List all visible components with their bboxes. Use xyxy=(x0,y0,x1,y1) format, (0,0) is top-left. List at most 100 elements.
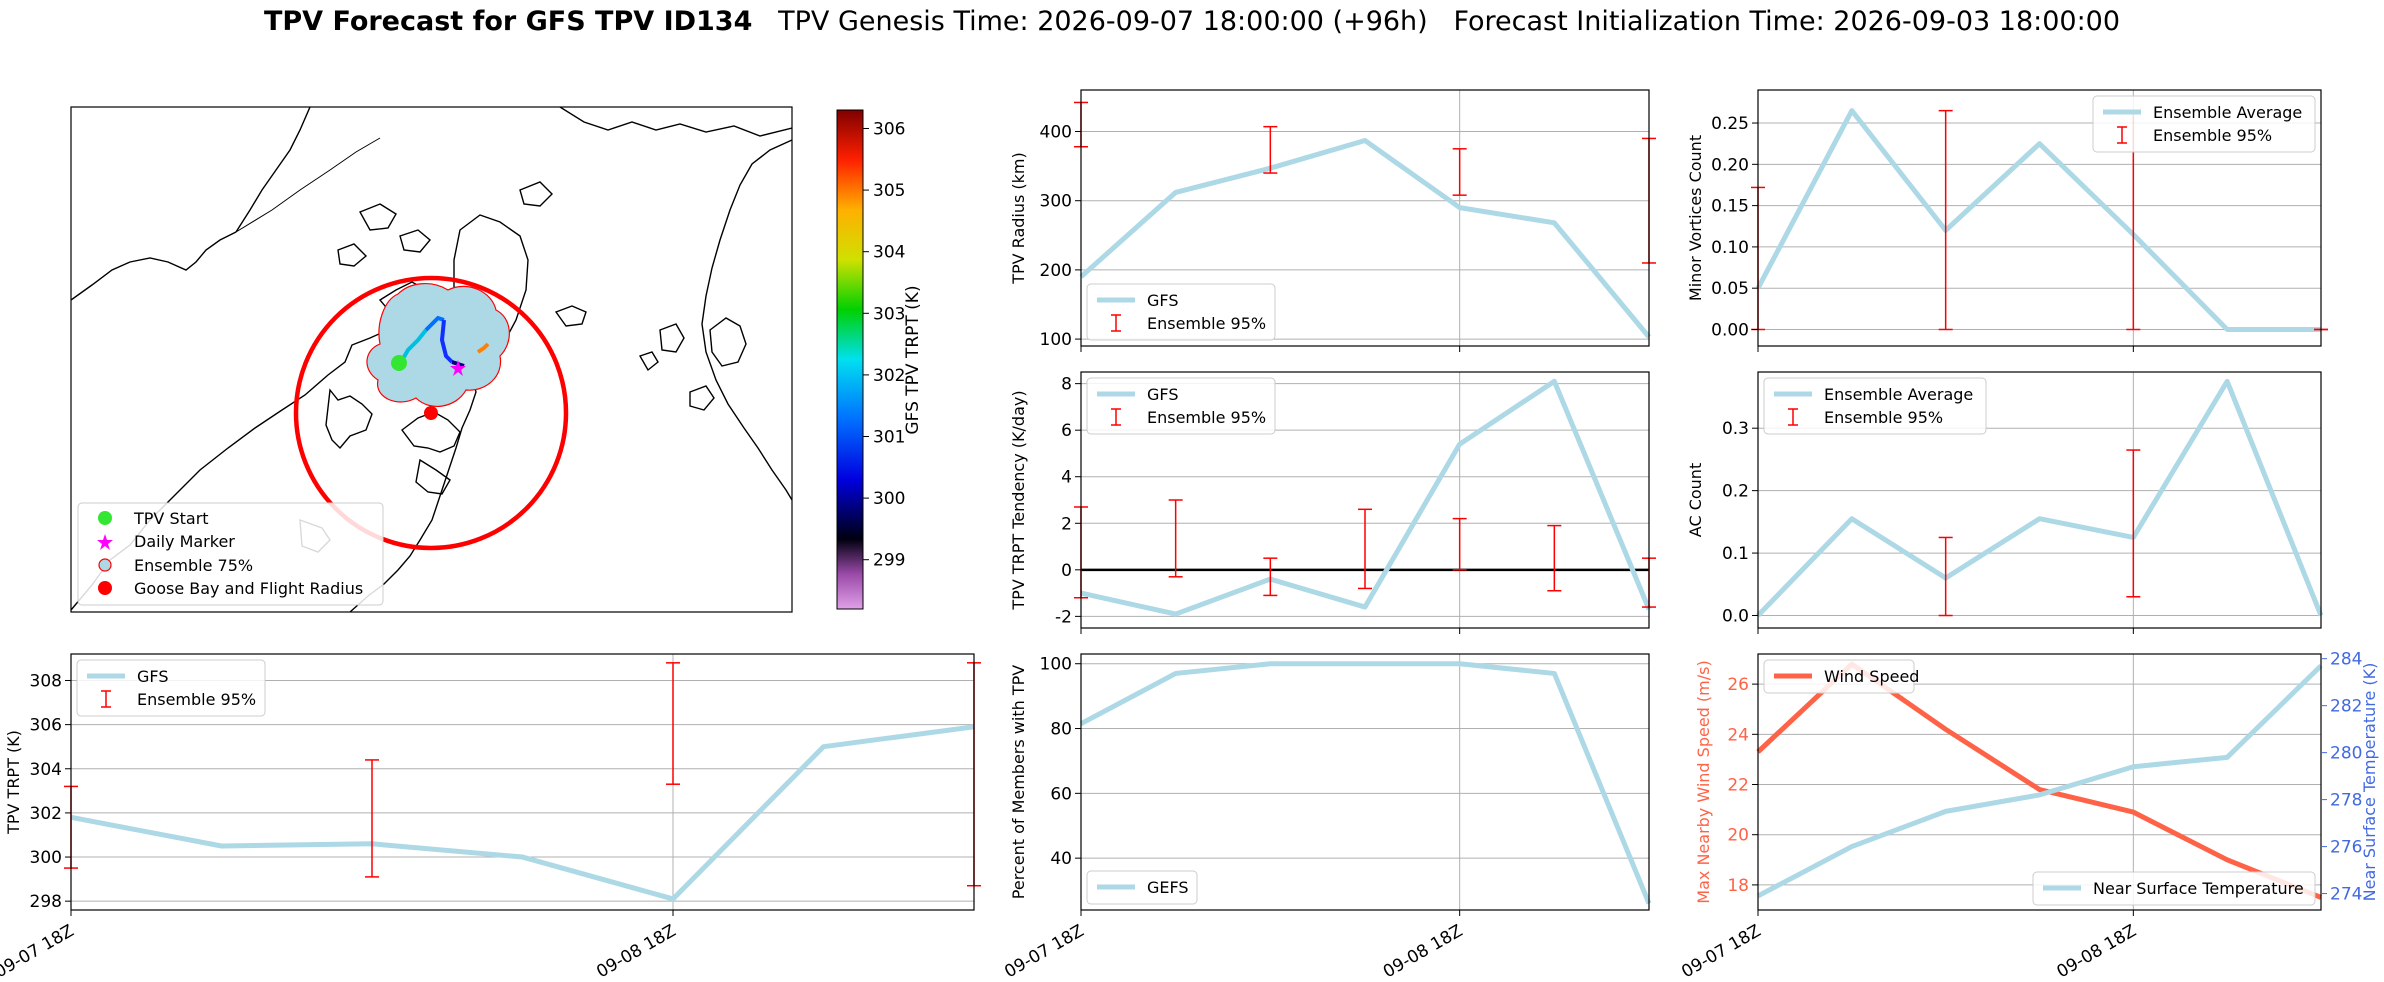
tpv-track-3 xyxy=(439,319,454,364)
legend-label: Ensemble 95% xyxy=(137,690,256,709)
panel-percent: 40 60 80 100 Percent of Members with TPV 09-0… xyxy=(1001,653,1652,982)
legend-box xyxy=(1763,377,1987,435)
legend-trpt: GFS Ensemble 95% xyxy=(76,659,266,717)
y-tick-label: 22 xyxy=(1727,776,1749,796)
panel-wind: 18 20 22 24 26 Max Nearby Wind Speed (m/s) 274… xyxy=(1678,650,2379,982)
y-tick-label: 0.2 xyxy=(1722,482,1749,502)
coastline-europe xyxy=(701,139,792,501)
y-tick-label: 18 xyxy=(1727,876,1749,896)
y-tick-label: 0.00 xyxy=(1711,320,1749,340)
y-tick-label: 400 xyxy=(1040,123,1072,143)
y-tick-label: 0.10 xyxy=(1711,238,1749,258)
legend-tpv-start-label: TPV Start xyxy=(133,509,209,528)
y-tick-label: -2 xyxy=(1055,607,1072,627)
coastline-scandinavia xyxy=(689,317,747,411)
panel-frame xyxy=(70,653,975,911)
colorbar-tick-label: 306 xyxy=(873,119,905,139)
y-tick-label: 0.05 xyxy=(1711,279,1749,299)
y-axis-label: AC Count xyxy=(1686,463,1705,537)
legend-label: Ensemble 95% xyxy=(1824,408,1943,427)
colorbar-tick-label: 303 xyxy=(873,304,905,324)
y-tick-label: 304 xyxy=(30,760,62,780)
legend-wind: Near Surface Temperature xyxy=(2032,871,2316,906)
y-axis-label: Minor Vortices Count xyxy=(1686,135,1705,301)
legend-box xyxy=(1086,870,1198,905)
legend-ensemble-75-icon xyxy=(98,558,112,572)
colorbar-ticks: 299 300 301 302 303 304 305 306 xyxy=(863,119,905,571)
colorbar-tick-label: 305 xyxy=(873,181,905,201)
x-tick-label: 09-07 18Z xyxy=(1678,921,1764,982)
y-tick-label: 8 xyxy=(1061,375,1072,395)
border-line xyxy=(235,137,381,233)
coastline-svalbard xyxy=(519,181,553,207)
arctic-islands xyxy=(337,203,431,267)
legend-label: GEFS xyxy=(1147,878,1189,897)
coastline-alaska xyxy=(71,231,237,301)
y-axis-label: TPV TRPT Tendency (K/day) xyxy=(1009,390,1028,610)
legend-daily-marker-icon xyxy=(97,534,113,550)
panel-frame xyxy=(1080,371,1650,629)
ensemble-75-region xyxy=(366,283,510,407)
legend-tpv-start-icon xyxy=(98,511,112,525)
panel-minor: 0.00 0.05 0.10 0.15 0.20 0.25 Minor Vortices C… xyxy=(1686,89,2328,352)
goose-bay-marker xyxy=(424,406,438,420)
y2-tick-label: 282 xyxy=(2330,697,2362,717)
y2-axis-label: Near Surface Temperature (K) xyxy=(2360,663,2379,902)
panel-tendency: -2 0 2 4 6 8 TPV TRPT Tendency (K/day) GFS Ensem… xyxy=(1009,371,1656,634)
y-tick-label: 60 xyxy=(1050,784,1072,804)
map-legend-box xyxy=(77,502,384,606)
coastline-siberia-east xyxy=(235,107,311,233)
x-tick-label: 09-07 18Z xyxy=(1001,921,1087,982)
legend-label: Ensemble 95% xyxy=(1147,408,1266,427)
legend-radius: GFS Ensemble 95% xyxy=(1086,283,1276,341)
legend-label: Wind Speed xyxy=(1824,667,1919,686)
series-line-trpt-0 xyxy=(70,724,975,902)
y-tick-label: 302 xyxy=(30,804,62,824)
colorbar: 299 300 301 302 303 304 305 306 GFS TPV TRPT (K… xyxy=(836,109,923,610)
series-line-minor-0 xyxy=(1755,108,2321,332)
y2-tick-label: 276 xyxy=(2330,838,2362,858)
map-legend: TPV Start Daily Marker Ensemble 75% Goos… xyxy=(77,502,384,606)
tpv-track-5 xyxy=(476,342,490,354)
legend-label: Ensemble Average xyxy=(2153,103,2302,122)
legend-box xyxy=(1763,659,1915,694)
coastline-russia xyxy=(559,107,792,137)
series-line-percent-0 xyxy=(1079,661,1652,905)
legend-box xyxy=(2032,871,2316,906)
tpv-start-marker xyxy=(391,355,407,371)
series-line-ac-0 xyxy=(1756,378,2324,618)
y-tick-label: 298 xyxy=(30,892,62,912)
y-tick-label: 24 xyxy=(1727,725,1749,745)
legend-daily-marker-label: Daily Marker xyxy=(134,532,235,551)
map-panel: TPV Start Daily Marker Ensemble 75% Goos… xyxy=(70,106,923,613)
colorbar-gradient xyxy=(836,109,864,610)
colorbar-tick-label: 301 xyxy=(873,428,905,448)
y-axis-label: Percent of Members with TPV xyxy=(1009,665,1028,899)
panel-frame xyxy=(1757,89,2322,347)
y-tick-label: 308 xyxy=(30,671,62,691)
legend-label: GFS xyxy=(1147,385,1178,404)
panel-frame xyxy=(1757,371,2322,629)
tpv-track-2 xyxy=(424,315,445,332)
y2-tick-label: 278 xyxy=(2330,791,2362,811)
y-tick-label: 26 xyxy=(1727,675,1749,695)
y-axis-label: TPV Radius (km) xyxy=(1009,152,1028,285)
legend-wind: Wind Speed xyxy=(1763,659,1919,694)
x-tick-label: 09-08 18Z xyxy=(593,921,679,982)
y-tick-label: 0.3 xyxy=(1722,419,1749,439)
panel-frame xyxy=(1080,89,1650,347)
panel-background xyxy=(1081,654,1649,910)
x-tick-label: 09-08 18Z xyxy=(2054,921,2140,982)
y-tick-label: 0.25 xyxy=(1711,114,1749,134)
colorbar-tick-label: 302 xyxy=(873,366,905,386)
y-tick-label: 20 xyxy=(1727,826,1749,846)
legend-label: Near Surface Temperature xyxy=(2093,879,2304,898)
legend-minor: Ensemble Average Ensemble 95% xyxy=(2092,95,2316,153)
y-tick-label: 6 xyxy=(1061,421,1072,441)
y-tick-label: 306 xyxy=(30,716,62,736)
y-tick-label: 0.1 xyxy=(1722,544,1749,564)
coastline-iceland xyxy=(554,305,587,327)
series-line-wind-1 xyxy=(1756,663,2323,899)
colorbar-tick-label: 304 xyxy=(873,243,905,263)
y2-tick-label: 280 xyxy=(2330,744,2362,764)
